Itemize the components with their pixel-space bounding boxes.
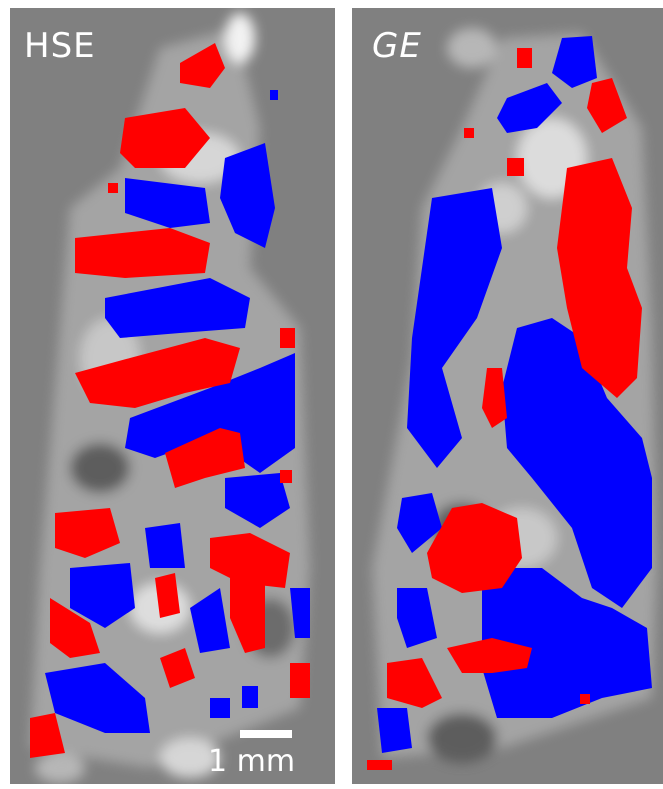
- hse-panel: HSE 1 mm: [10, 8, 335, 784]
- blue-regions-ge: [377, 36, 652, 753]
- scale-bar: [240, 730, 292, 738]
- red-regions-ge: [367, 48, 642, 770]
- panel-label-hse: HSE: [24, 26, 96, 66]
- red-regions: [30, 43, 310, 758]
- panel-label-ge: GE: [372, 26, 422, 66]
- ge-panel: GE: [352, 8, 663, 784]
- scale-bar-label: 1 mm: [208, 744, 296, 779]
- ge-activation-map: [367, 28, 657, 770]
- blue-regions: [45, 90, 310, 733]
- hse-activation-map: [30, 13, 310, 783]
